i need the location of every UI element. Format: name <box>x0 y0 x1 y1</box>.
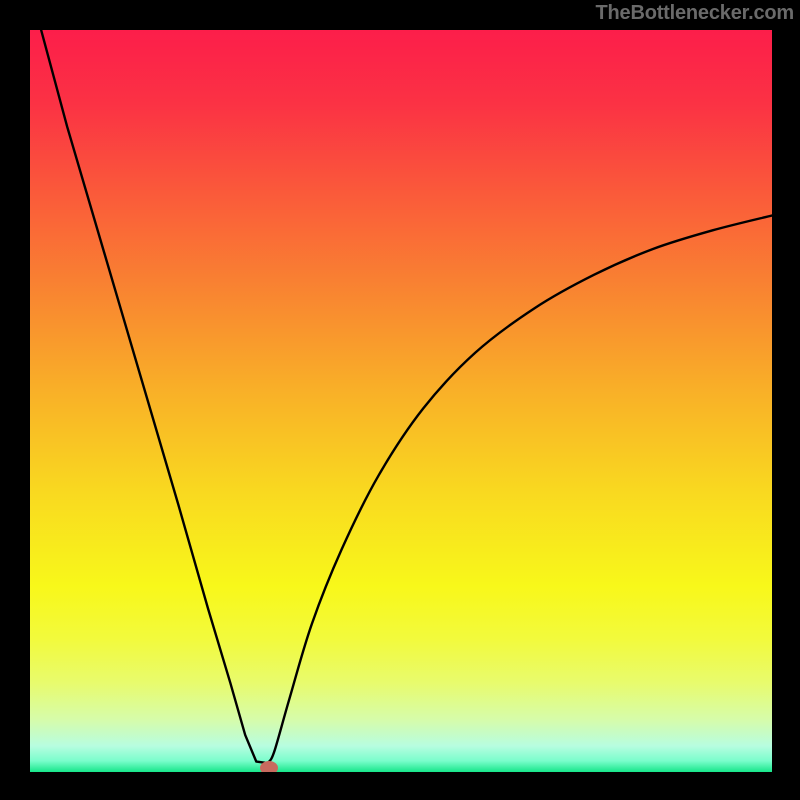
curve-svg <box>30 30 772 772</box>
attribution-text: TheBottlenecker.com <box>596 2 795 25</box>
chart-container: TheBottlenecker.com <box>0 0 800 800</box>
plot-area <box>30 30 772 772</box>
optimal-point-marker <box>260 761 278 772</box>
bottleneck-curve <box>41 30 772 763</box>
